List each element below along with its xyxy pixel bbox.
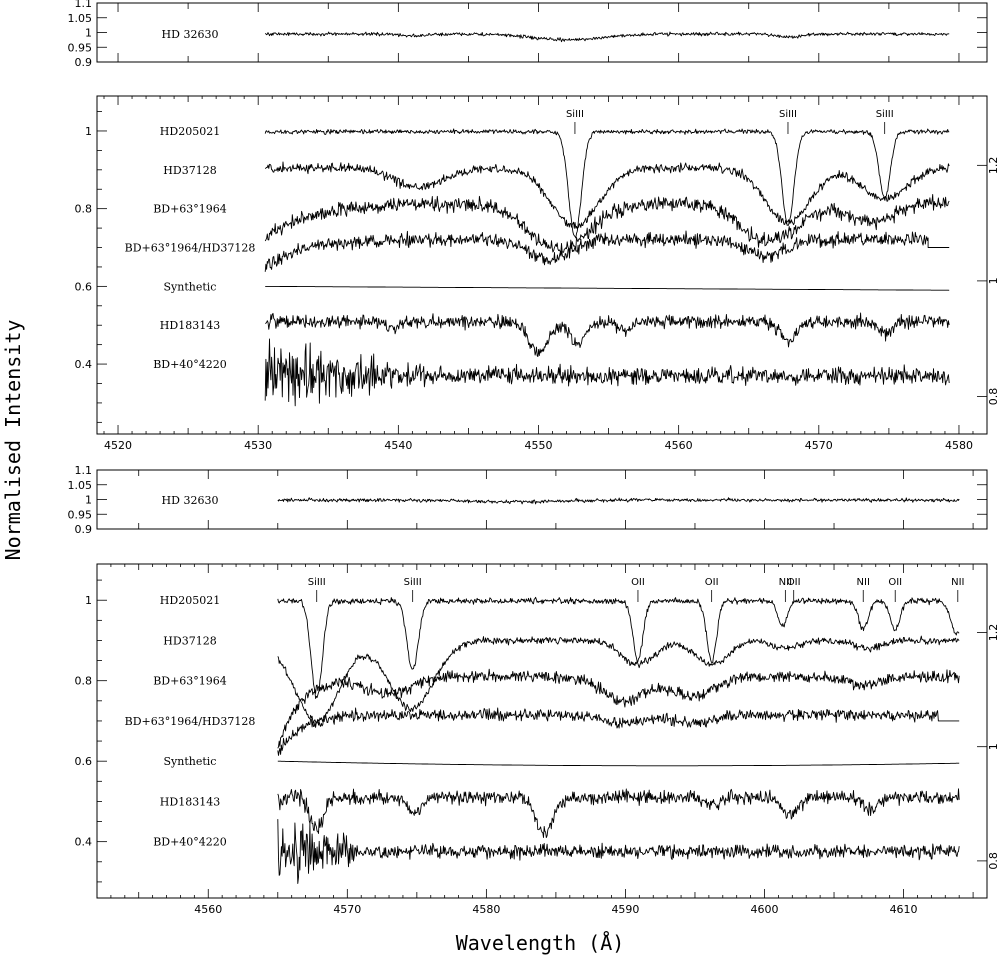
x-axis-title: Wavelength (Å) xyxy=(456,931,625,955)
line-marker-label: OII xyxy=(888,577,902,588)
series-line xyxy=(264,128,950,239)
series-label: BD+63°1964 xyxy=(153,203,227,216)
series-label: HD 32630 xyxy=(162,28,219,41)
x-tick-label: 4520 xyxy=(104,439,132,452)
series-label: HD37128 xyxy=(163,634,216,647)
series-line xyxy=(277,760,960,767)
series-line xyxy=(265,285,950,291)
series-line xyxy=(264,161,950,230)
series-label: BD+40°4220 xyxy=(153,358,227,371)
y-tick-label: 1 xyxy=(85,594,92,607)
right-y-tick-label: 1.2 xyxy=(987,157,1000,175)
right-y-tick-label: 0.8 xyxy=(987,388,1000,406)
line-marker-label: OII xyxy=(631,577,645,588)
line-marker-label: NII xyxy=(857,577,870,588)
series-label: HD37128 xyxy=(163,164,216,177)
right-y-tick-label: 0.8 xyxy=(987,852,1000,870)
line-marker-label: SiIII xyxy=(308,577,326,588)
y-tick-label: 0.4 xyxy=(75,358,93,371)
y-axis-title: Normalised Intensity xyxy=(1,320,25,561)
series-label: HD183143 xyxy=(160,795,220,808)
series-label: HD205021 xyxy=(160,125,220,138)
series-line xyxy=(277,635,960,724)
series-line xyxy=(264,338,950,407)
line-marker-label: SiIII xyxy=(404,577,422,588)
x-tick-label: 4590 xyxy=(611,903,639,916)
plot-frame xyxy=(96,95,988,435)
panel-p3: 0.9 0.951 1.05 1.1 HD 32630 xyxy=(68,464,988,536)
y-tick-label: 1.05 xyxy=(68,12,93,25)
series-line xyxy=(277,668,960,749)
x-tick-label: 4570 xyxy=(333,903,361,916)
y-tick-label: 1.05 xyxy=(68,479,93,492)
y-tick-label: 1.1 xyxy=(75,0,93,10)
x-tick-label: 4570 xyxy=(805,439,833,452)
x-tick-label: 4600 xyxy=(751,903,779,916)
y-tick-label: 0.4 xyxy=(75,836,93,849)
series-label: BD+63°1964/HD37128 xyxy=(125,242,256,255)
line-marker-label: NII xyxy=(951,577,964,588)
x-tick-label: 4560 xyxy=(194,903,222,916)
y-tick-label: 1 xyxy=(85,125,92,138)
x-tick-label: 4560 xyxy=(665,439,693,452)
y-tick-label: 0.9 xyxy=(75,56,93,69)
y-tick-label: 0.95 xyxy=(68,508,93,521)
x-tick-label: 4550 xyxy=(524,439,552,452)
series-line xyxy=(277,788,960,839)
series-line xyxy=(264,194,950,254)
line-marker-label: SiIII xyxy=(779,109,797,120)
series-label: BD+63°1964/HD37128 xyxy=(125,715,256,728)
series-line xyxy=(277,596,960,699)
x-tick-label: 4530 xyxy=(244,439,272,452)
series-label: BD+40°4220 xyxy=(153,836,227,849)
y-tick-label: 0.6 xyxy=(75,755,93,768)
y-tick-label: 0.6 xyxy=(75,280,93,293)
right-y-tick-label: 1.2 xyxy=(987,624,1000,642)
series-line xyxy=(277,497,960,505)
y-tick-label: 1 xyxy=(85,494,92,507)
series-label: Synthetic xyxy=(164,280,217,293)
series-line xyxy=(277,819,960,884)
series-line xyxy=(264,31,950,43)
y-tick-label: 1.1 xyxy=(75,464,93,477)
panel-p1: 0.9 0.951 1.05 1.1 HD 32630 xyxy=(68,0,988,69)
y-tick-label: 0.8 xyxy=(75,203,93,216)
line-marker-label: SiIII xyxy=(566,109,584,120)
x-tick-label: 4540 xyxy=(384,439,412,452)
line-marker-label: SiIII xyxy=(876,109,894,120)
series-line xyxy=(277,707,960,756)
right-y-tick-label: 1 xyxy=(987,277,1000,284)
x-tick-label: 4580 xyxy=(472,903,500,916)
panel-p4: 4560 4570 4580 4590 4600 4610 0.4 0.6 0.8 1 0.8 1 1.… xyxy=(75,563,1000,916)
series-label: HD 32630 xyxy=(162,494,219,507)
line-marker-label: NII xyxy=(779,577,792,588)
series-label: HD183143 xyxy=(160,319,220,332)
y-tick-label: 0.8 xyxy=(75,675,93,688)
line-marker-label: OII xyxy=(705,577,719,588)
y-tick-label: 1 xyxy=(85,27,92,40)
series-label: HD205021 xyxy=(160,594,220,607)
panel-p2: 4520 4530 4540 4550 4560 4570 4580 0.4 0.6 0.8 1 0.… xyxy=(75,95,1000,452)
series-label: BD+63°1964 xyxy=(153,675,227,688)
y-tick-label: 0.95 xyxy=(68,41,93,54)
y-tick-label: 0.9 xyxy=(75,523,93,536)
x-tick-label: 4580 xyxy=(945,439,973,452)
x-tick-label: 4610 xyxy=(890,903,918,916)
series-line xyxy=(264,312,950,357)
series-label: Synthetic xyxy=(164,755,217,768)
right-y-tick-label: 1 xyxy=(987,743,1000,750)
series-line xyxy=(264,230,950,272)
line-marker-label: OII xyxy=(787,577,801,588)
plot-frame xyxy=(96,2,988,63)
